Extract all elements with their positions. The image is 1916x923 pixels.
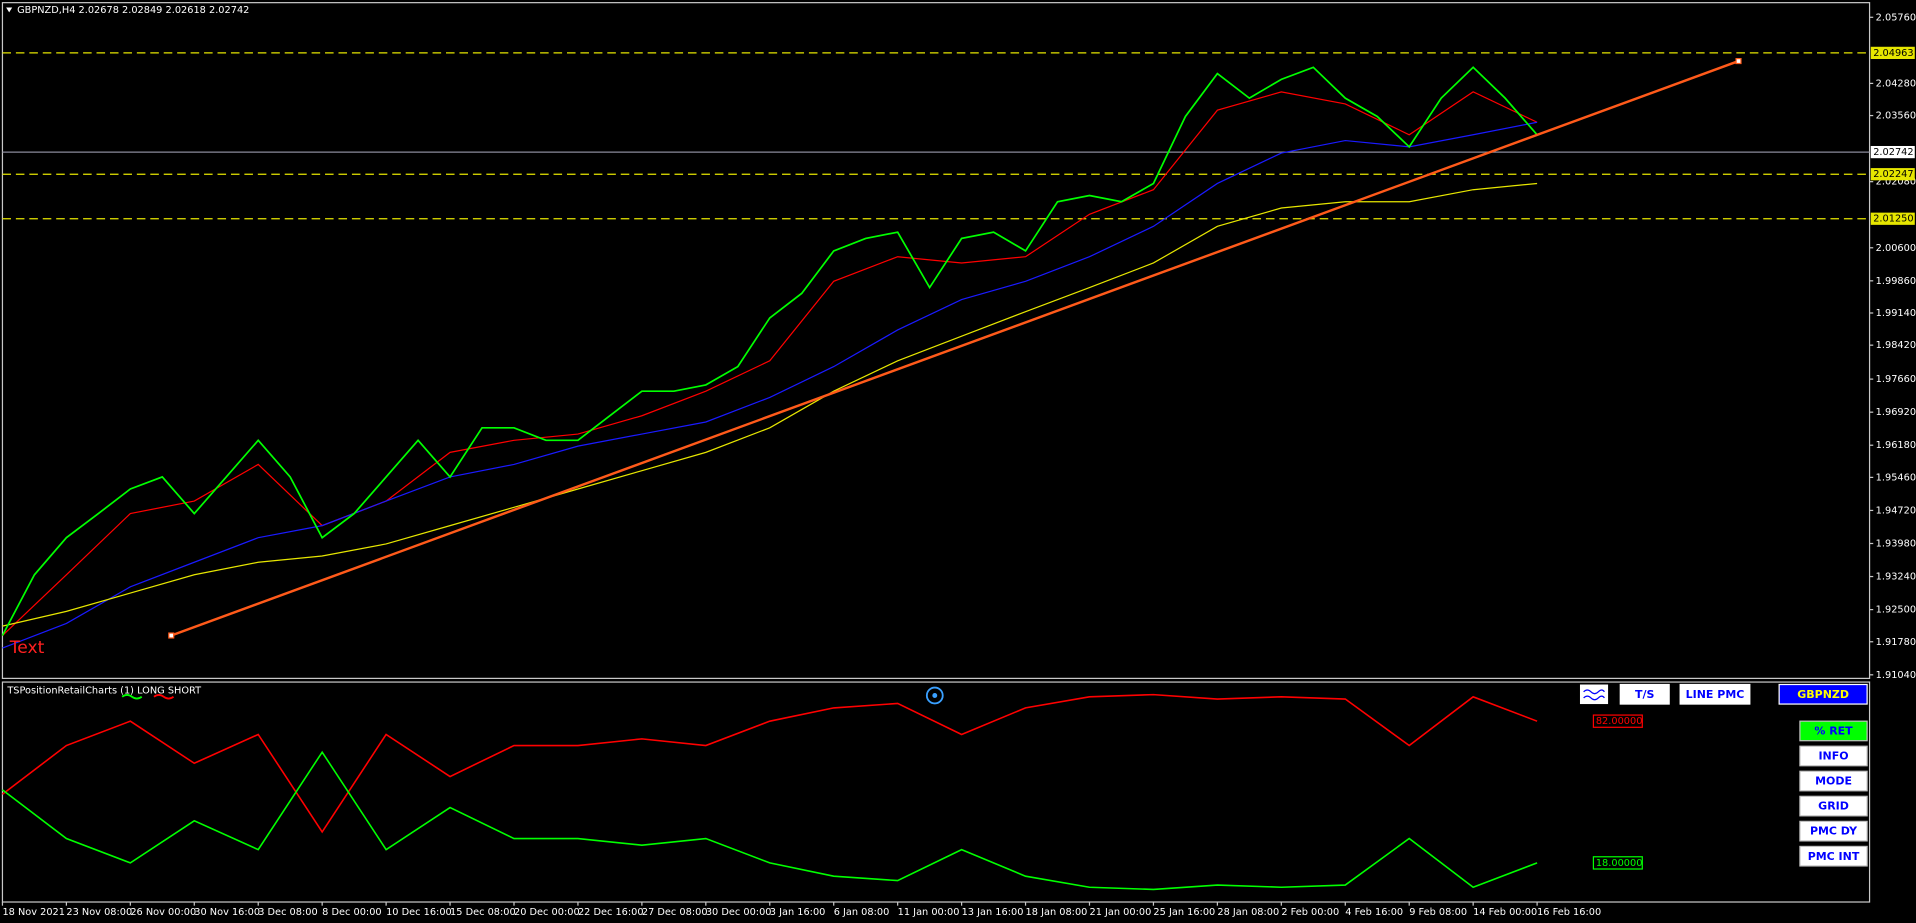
side-button[interactable] bbox=[1799, 820, 1868, 842]
side-button[interactable] bbox=[1799, 845, 1868, 867]
side-button[interactable] bbox=[1799, 795, 1868, 817]
x-tick-label: 25 Jan 16:00 bbox=[1153, 907, 1215, 918]
toolbar-button-label[interactable]: LINE PMC bbox=[1686, 688, 1745, 701]
y-tick-label: 1.92500 bbox=[1876, 605, 1916, 616]
button-group: T/S LINE PMC GBPNZD % RET INFO MODE GRID PMC DY… bbox=[1619, 683, 1868, 867]
y-tick-label: 1.91040 bbox=[1876, 670, 1916, 681]
side-button-label[interactable]: PMC INT bbox=[1808, 850, 1860, 863]
x-tick-label: 10 Dec 16:00 bbox=[386, 907, 452, 918]
y-tick-label: 1.95460 bbox=[1876, 472, 1916, 483]
side-button[interactable] bbox=[1799, 720, 1868, 742]
main-panel bbox=[1, 2, 1871, 680]
event-icon[interactable] bbox=[925, 686, 944, 705]
indicator-value-label: 82.00000 bbox=[1596, 716, 1643, 727]
current-price-box bbox=[1870, 145, 1915, 159]
x-tick-label: 13 Jan 16:00 bbox=[962, 907, 1024, 918]
y-tick-label: 1.99140 bbox=[1876, 308, 1916, 319]
indicator-panel bbox=[1, 681, 1871, 903]
x-tick-label: 3 Dec 08:00 bbox=[258, 907, 317, 918]
moving-average bbox=[2, 182, 1538, 627]
level-label-box bbox=[1870, 168, 1915, 181]
side-button-label[interactable]: MODE bbox=[1815, 775, 1852, 788]
indicator-value-label: 18.00000 bbox=[1596, 858, 1643, 869]
y-tick-label: 1.99860 bbox=[1876, 276, 1916, 287]
price-line bbox=[1, 66, 1538, 636]
y-tick-label: 1.96920 bbox=[1876, 407, 1916, 418]
indicator-line bbox=[1, 693, 1538, 834]
x-tick-label: 14 Feb 00:00 bbox=[1473, 907, 1537, 918]
side-button-label[interactable]: GRID bbox=[1818, 800, 1849, 813]
wave-button[interactable] bbox=[1579, 684, 1609, 705]
event-icon-dot bbox=[932, 693, 938, 698]
side-button-label[interactable]: % RET bbox=[1814, 725, 1853, 738]
level-label: 2.04963 bbox=[1873, 48, 1913, 59]
y-tick-label: 1.93980 bbox=[1876, 538, 1916, 549]
trend-anchor bbox=[1735, 58, 1742, 65]
trend-anchor bbox=[168, 632, 175, 639]
y-tick-label: 1.91780 bbox=[1876, 637, 1916, 648]
indicator-value-box bbox=[1592, 714, 1643, 728]
y-tick-label: 1.94720 bbox=[1876, 505, 1916, 516]
x-tick-label: 11 Jan 00:00 bbox=[898, 907, 960, 918]
toolbar-button[interactable] bbox=[1679, 683, 1751, 705]
legend-short bbox=[153, 693, 175, 700]
indicator-title: TSPositionRetailCharts (1) LONG SHORT bbox=[6, 686, 201, 697]
x-tick-label: 9 Feb 08:00 bbox=[1409, 907, 1467, 918]
x-tick-label: 8 Dec 00:00 bbox=[322, 907, 381, 918]
y-tick-label: 1.98420 bbox=[1876, 340, 1916, 351]
level-label: 2.02247 bbox=[1873, 169, 1913, 180]
x-tick-label: 27 Dec 08:00 bbox=[642, 907, 708, 918]
x-tick-label: 30 Dec 00:00 bbox=[706, 907, 772, 918]
x-tick-label: 16 Feb 16:00 bbox=[1537, 907, 1601, 918]
current-price-label: 2.02742 bbox=[1873, 147, 1913, 158]
side-button-label[interactable]: PMC DY bbox=[1810, 825, 1858, 838]
legend-long bbox=[121, 693, 143, 700]
y-tick-label: 1.96180 bbox=[1876, 440, 1916, 451]
level-label-box bbox=[1870, 212, 1915, 225]
trend-line bbox=[170, 59, 1739, 637]
side-button[interactable] bbox=[1799, 770, 1868, 792]
chart-annotation: Text bbox=[9, 638, 45, 658]
indicator-value-box bbox=[1592, 856, 1643, 870]
side-button-label[interactable]: INFO bbox=[1818, 750, 1848, 763]
level-label-box bbox=[1870, 46, 1915, 59]
y-tick-label: 2.05760 bbox=[1876, 12, 1916, 23]
y-tick-label: 2.04280 bbox=[1876, 78, 1916, 89]
y-tick-label: 2.03560 bbox=[1876, 111, 1916, 122]
x-tick-label: 4 Feb 16:00 bbox=[1345, 907, 1403, 918]
side-button[interactable] bbox=[1799, 745, 1868, 767]
moving-average bbox=[2, 91, 1538, 636]
x-tick-label: 3 Jan 16:00 bbox=[770, 907, 826, 918]
x-tick-label: 18 Jan 08:00 bbox=[1026, 907, 1088, 918]
x-tick-label: 22 Dec 16:00 bbox=[578, 907, 644, 918]
x-tick-label: 21 Jan 00:00 bbox=[1089, 907, 1151, 918]
x-tick-label: 18 Nov 2021 bbox=[2, 907, 65, 918]
menu-arrow[interactable] bbox=[6, 7, 13, 13]
toolbar-button-label[interactable]: GBPNZD bbox=[1797, 688, 1849, 701]
x-tick-label: 20 Dec 00:00 bbox=[514, 907, 580, 918]
x-tick-label: 2 Feb 00:00 bbox=[1281, 907, 1339, 918]
symbol-info: GBPNZD,H4 2.02678 2.02849 2.02618 2.0274… bbox=[17, 5, 249, 16]
y-tick-label: 1.97660 bbox=[1876, 374, 1916, 385]
toolbar-button[interactable] bbox=[1619, 683, 1670, 705]
y-tick-label: 2.02080 bbox=[1876, 177, 1916, 188]
x-tick-label: 6 Jan 08:00 bbox=[834, 907, 890, 918]
x-tick-label: 23 Nov 08:00 bbox=[66, 907, 132, 918]
y-tick-label: 1.93240 bbox=[1876, 572, 1916, 583]
x-tick-label: 28 Jan 08:00 bbox=[1217, 907, 1279, 918]
indicator-line bbox=[1, 750, 1538, 891]
x-tick-label: 30 Nov 16:00 bbox=[194, 907, 260, 918]
toolbar-button-label[interactable]: T/S bbox=[1635, 688, 1655, 701]
toolbar-button[interactable] bbox=[1778, 683, 1868, 705]
level-label: 2.01250 bbox=[1873, 214, 1913, 225]
y-tick-label: 2.00600 bbox=[1876, 243, 1916, 254]
x-tick-label: 15 Dec 08:00 bbox=[450, 907, 516, 918]
wave-icon bbox=[1583, 689, 1605, 701]
x-tick-label: 26 Nov 00:00 bbox=[130, 907, 196, 918]
moving-average bbox=[2, 121, 1538, 649]
